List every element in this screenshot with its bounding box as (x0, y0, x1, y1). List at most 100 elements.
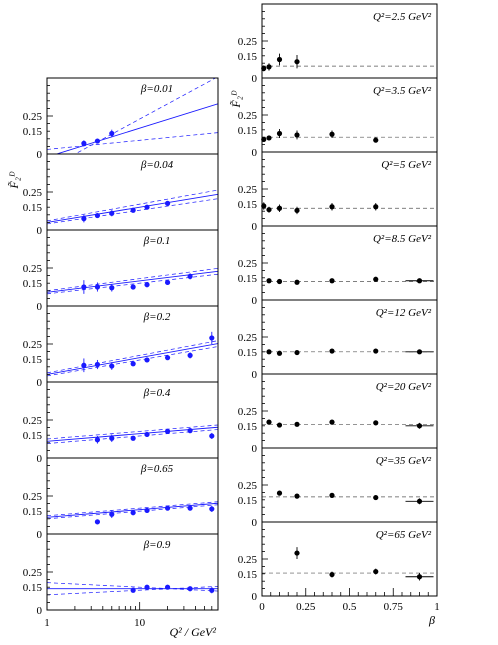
left.panel-0-point-2 (109, 130, 115, 137)
right.panel-4-ytick-label-0: 0 (252, 369, 258, 381)
right.panel-3-point-5 (416, 278, 423, 284)
right.panel-0-point-1 (266, 64, 272, 70)
left.panel-3-point-1 (94, 361, 101, 368)
left.panel-0-fit-line (55, 103, 218, 154)
right.panel-7-point-3 (416, 574, 423, 580)
left.panel-2-point-1 (94, 284, 101, 290)
right.panel-6-ytick-label-2: 0.15 (238, 495, 258, 507)
left.panel-6-point-1 (144, 584, 150, 590)
right.panel-2-ytick-label-0: 0 (252, 221, 258, 233)
right.panel-0-point-3 (294, 59, 300, 65)
left.panel-5-fit-band-0 (47, 501, 218, 517)
left.panel-1-ytick-label-2: 0.15 (23, 202, 43, 214)
right.panel-6-point-4 (416, 498, 423, 504)
right.panel-1-label: Q²=3.5 GeV² (373, 85, 432, 97)
right.panel-6-ytick-label-1: 0.25 (238, 480, 258, 492)
left.panel-0-ytick-label-2: 0.15 (23, 126, 43, 138)
left.panel-5-point-3 (144, 507, 150, 514)
left.panel-0-frame (46, 77, 219, 155)
right.panel-0-ytick-label-2: 0.15 (238, 51, 258, 63)
left.panel-5-point-5 (187, 505, 193, 511)
left.panel-6-frame (46, 533, 219, 611)
left.panel-1-point-0 (81, 216, 87, 222)
right.panel-5-point-5 (416, 423, 423, 429)
left.panel-4-ytick-label-1: 0.25 (23, 415, 43, 427)
right.panel-2-label: Q²=5 GeV² (381, 159, 431, 171)
right-xtick-label-2: 0.5 (343, 601, 357, 613)
left.panel-2-point-3 (130, 284, 136, 290)
left.panel-5-point-1 (109, 511, 115, 517)
left.panel-4-point-5 (187, 428, 193, 434)
left.panel-6-point-3 (187, 586, 193, 592)
left.panel-6-point-4 (209, 587, 215, 593)
right.panel-2-ytick-label-2: 0.15 (238, 199, 258, 211)
left.panel-5-point-0 (94, 519, 101, 525)
right.panel-2-point-2 (276, 205, 283, 211)
right-y-axis-title: F̃₂ᴰ (229, 90, 243, 109)
left.panel-0-ytick-label-0: 0 (37, 149, 43, 161)
right.panel-4-point-0 (266, 349, 272, 355)
left.panel-5-ytick-label-0: 0 (37, 529, 43, 541)
right.panel-5-point-3 (329, 419, 335, 425)
left.panel-2-point-2 (109, 285, 115, 291)
left.panel-3-point-3 (130, 361, 136, 367)
left-y-axis-title: F̃₂ᴰ (7, 171, 21, 190)
right.panel-5-point-4 (373, 420, 379, 426)
right.panel-1-point-2 (276, 130, 283, 137)
right.panel-2-point-5 (373, 204, 379, 210)
right.panel-3-ytick-label-0: 0 (252, 295, 258, 307)
left.panel-4-point-6 (209, 433, 215, 439)
left.panel-0-ytick-label-1: 0.25 (23, 111, 43, 123)
right.panel-5-point-0 (266, 419, 272, 425)
right.panel-2-ytick-label-1: 0.25 (238, 184, 258, 196)
left.panel-4-point-1 (109, 435, 115, 441)
left.panel-5-ytick-label-2: 0.15 (23, 506, 43, 518)
left.panel-2-fit-band-0 (47, 268, 218, 292)
right.panel-2-point-1 (266, 207, 272, 213)
right.panel-7-ytick-label-1: 0.25 (238, 554, 258, 566)
left.panel-5-ytick-label-1: 0.25 (23, 491, 43, 503)
right.panel-5-label: Q²=20 GeV² (376, 381, 432, 393)
left.panel-0-point-0 (81, 140, 87, 146)
left.panel-1-point-4 (144, 204, 150, 210)
left.panel-3-label: β=0.2 (143, 311, 171, 323)
left.panel-3-fit-line (47, 343, 218, 375)
right.panel-3-ytick-label-2: 0.15 (238, 273, 258, 285)
left.panel-3-point-0 (81, 362, 87, 368)
left.panel-3-point-2 (109, 363, 115, 369)
right.panel-6-point-1 (294, 493, 300, 499)
right.panel-0-ytick-label-1: 0.25 (238, 36, 258, 48)
right.panel-0-label: Q²=2.5 GeV² (373, 11, 432, 23)
right.panel-0-ytick-label-0: 0 (252, 73, 258, 85)
right.panel-0-point-2 (276, 56, 283, 63)
right.panel-5-point-1 (276, 422, 283, 428)
left.panel-6-ytick-label-2: 0.15 (23, 582, 43, 594)
right.panel-3-point-0 (266, 278, 272, 284)
left.panel-5-frame (46, 457, 219, 535)
right.panel-3-point-2 (294, 279, 300, 285)
right.panel-6-ytick-label-0: 0 (252, 517, 258, 529)
left.panel-1-point-1 (94, 212, 101, 219)
left.panel-1-label: β=0.04 (140, 159, 174, 171)
left.panel-3-point-4 (144, 357, 150, 363)
right.panel-6-point-3 (373, 494, 379, 501)
left.panel-5-label: β=0.65 (140, 463, 174, 475)
right.panel-4-point-3 (329, 348, 335, 354)
left.panel-1-fit-band-0 (47, 189, 218, 222)
right-xtick-label-3: 0.75 (384, 601, 404, 613)
left.panel-4-frame (46, 381, 219, 459)
right-x-axis-title: β (428, 613, 435, 627)
left-xtick-label-1: 10 (134, 617, 146, 629)
right.panel-1-point-1 (266, 135, 272, 141)
right.panel-1-point-4 (329, 131, 335, 137)
left.panel-4-point-0 (94, 437, 101, 443)
left.panel-2-point-0 (81, 284, 87, 290)
right.panel-3-label: Q²=8.5 GeV² (373, 233, 432, 245)
right.panel-1-ytick-label-0: 0 (252, 147, 258, 159)
right.panel-7-ytick-label-0: 0 (252, 591, 258, 603)
right-xtick-label-4: 1 (434, 601, 440, 613)
left.panel-1-ytick-label-1: 0.25 (23, 187, 43, 199)
left.panel-2-frame (46, 229, 219, 307)
right.panel-7-point-2 (373, 568, 379, 575)
